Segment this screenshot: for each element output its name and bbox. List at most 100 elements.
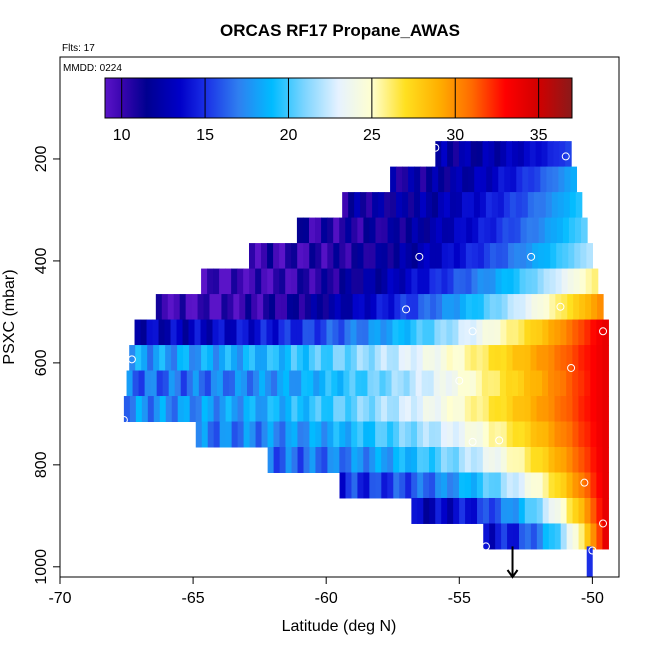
heatmap-cell — [468, 166, 475, 193]
heatmap-cell — [556, 243, 563, 270]
heatmap-cell — [315, 243, 322, 270]
y-tick-label: 400 — [33, 247, 50, 274]
heatmap-cell — [291, 268, 298, 295]
heatmap-cell — [465, 294, 473, 321]
heatmap-cell — [518, 472, 526, 499]
heatmap-cell — [342, 192, 349, 219]
heatmap-cell — [452, 447, 460, 473]
heatmap-cell — [543, 268, 551, 295]
heatmap-cell — [422, 319, 430, 346]
heatmap-cell — [290, 319, 298, 346]
heatmap-cell — [483, 523, 490, 550]
sample-point — [599, 519, 608, 528]
heatmap-cell — [460, 217, 467, 244]
heatmap-cell — [494, 319, 501, 346]
heatmap-cell — [200, 319, 208, 346]
heatmap-cell — [339, 447, 346, 473]
heatmap-cell — [379, 370, 387, 397]
heatmap-cell — [197, 294, 205, 321]
heatmap-cell — [470, 319, 478, 346]
heatmap-cell — [418, 294, 425, 321]
heatmap-cell — [417, 421, 424, 448]
heatmap-cell — [568, 243, 575, 270]
x-tick-label: -55 — [448, 590, 471, 607]
heatmap-cell — [596, 472, 603, 499]
heatmap-cell — [387, 421, 394, 448]
heatmap-cell — [524, 497, 532, 524]
heatmap-cell — [259, 370, 266, 397]
heatmap-cell — [357, 421, 364, 448]
heatmap-cell — [339, 472, 347, 499]
heatmap-cell — [596, 345, 603, 372]
heatmap-cell — [476, 472, 484, 499]
heatmap-cell — [498, 166, 505, 193]
heatmap-cell — [326, 319, 334, 346]
heatmap-cell — [584, 447, 592, 473]
heatmap-cell — [243, 345, 250, 372]
heatmap-cell — [554, 523, 562, 550]
heatmap-cell — [525, 268, 533, 295]
heatmap-cell — [507, 523, 514, 550]
heatmap-cell — [267, 268, 274, 295]
heatmap-cell — [470, 421, 478, 448]
heatmap-cell — [234, 370, 242, 397]
heatmap-cell — [476, 396, 484, 423]
heatmap-cell — [351, 396, 358, 423]
heatmap-cell — [278, 345, 286, 372]
heatmap-cell — [291, 243, 298, 270]
heatmap-cell — [403, 370, 411, 397]
heatmap-cell — [542, 370, 549, 397]
sample-point — [141, 290, 150, 299]
heatmap-cell — [346, 294, 354, 321]
heatmap-row — [126, 370, 609, 397]
heatmap-cell — [544, 243, 551, 270]
heatmap-cell — [405, 472, 412, 499]
heatmap-cell — [491, 192, 499, 219]
heatmap-cell — [368, 319, 376, 346]
heatmap-cell — [315, 447, 323, 473]
heatmap-cell — [402, 192, 409, 219]
heatmap-cell — [325, 370, 332, 397]
heatmap-row — [342, 192, 583, 219]
heatmap-cell — [482, 421, 490, 448]
heatmap-cell — [309, 447, 317, 473]
heatmap-cell — [560, 345, 568, 372]
heatmap-cell — [488, 447, 496, 473]
heatmap-cell — [531, 294, 539, 321]
heatmap-cell — [393, 396, 400, 423]
heatmap-cell — [369, 268, 376, 295]
heatmap-cell — [207, 268, 214, 295]
heatmap-cell — [500, 497, 508, 524]
heatmap-cell — [421, 370, 429, 397]
heatmap-cell — [546, 166, 553, 193]
heatmap-cell — [524, 421, 532, 448]
heatmap-cell — [572, 319, 579, 346]
heatmap-cell — [578, 396, 586, 423]
heatmap-cell — [453, 268, 461, 295]
heatmap-cell — [404, 319, 412, 346]
heatmap-cell — [440, 345, 448, 372]
heatmap-cell — [427, 370, 435, 397]
heatmap-cell — [236, 319, 244, 346]
heatmap-row — [339, 472, 609, 499]
heatmap-cell — [189, 396, 197, 423]
heatmap-cell — [333, 447, 340, 473]
heatmap-cell — [285, 447, 293, 473]
heatmap-cell — [239, 294, 246, 321]
heatmap-cell — [560, 447, 568, 473]
heatmap-cell — [338, 345, 346, 372]
y-axis-title: PSXC (mbar) — [1, 269, 18, 364]
y-axis: 200 400 600 800 1000 — [33, 146, 60, 585]
heatmap-cell — [304, 294, 312, 321]
heatmap-cell — [482, 472, 490, 499]
heatmap-cell — [212, 319, 220, 346]
heatmap-cell — [495, 268, 503, 295]
surface-bar-marker — [586, 546, 593, 577]
heatmap-cell — [440, 421, 448, 448]
heatmap-cell — [530, 497, 538, 524]
heatmap-cell — [363, 421, 370, 448]
heatmap-cell — [302, 217, 310, 244]
heatmap-cell — [500, 396, 508, 423]
heatmap-cell — [375, 217, 383, 244]
heatmap-cell — [489, 243, 497, 270]
